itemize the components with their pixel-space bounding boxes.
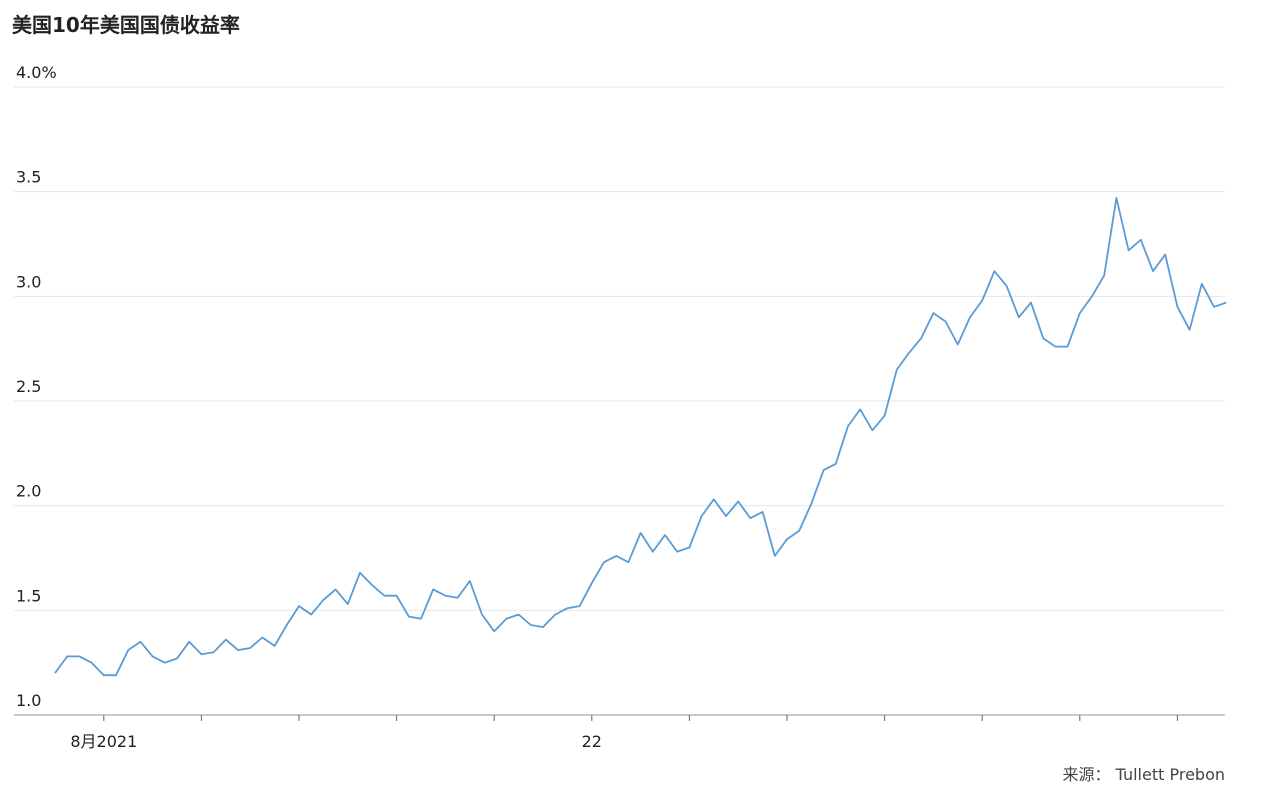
y-tick-label: 3.5 bbox=[16, 168, 41, 187]
y-tick-label: 4.0% bbox=[16, 63, 57, 82]
source: 来源： Tullett Prebon bbox=[1063, 765, 1225, 784]
y-tick-label: 2.5 bbox=[16, 377, 41, 396]
x-tick-label: 22 bbox=[582, 732, 602, 751]
y-tick-label: 1.5 bbox=[16, 586, 41, 605]
x-tick-label: 8月2021 bbox=[70, 732, 137, 751]
chart-title: 美国10年美国国债收益率 bbox=[12, 13, 240, 37]
y-tick-label: 1.0 bbox=[16, 691, 41, 710]
data-line bbox=[54, 197, 1227, 677]
y-tick-label: 2.0 bbox=[16, 482, 41, 501]
y-tick-label: 3.0 bbox=[16, 272, 41, 291]
